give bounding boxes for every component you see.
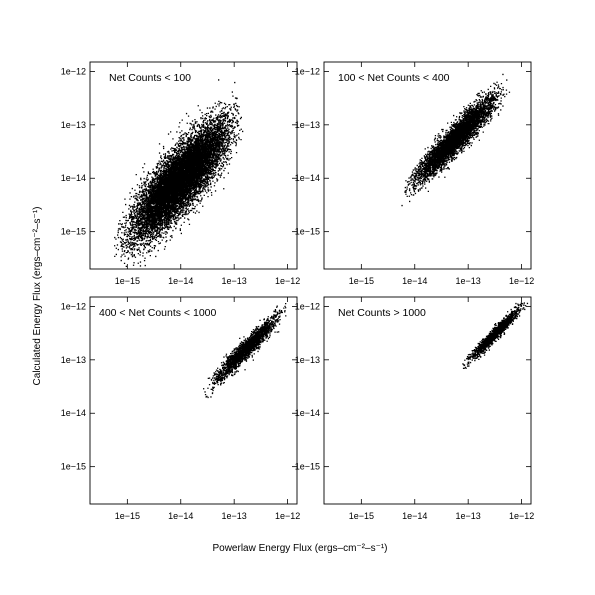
y-tick-label: 1e−15: [295, 462, 320, 472]
panel-frame: [89, 296, 298, 505]
y-tick-label: 1e−15: [61, 227, 86, 237]
y-axis-label: Calculated Energy Flux (ergs–cm⁻²–s⁻¹): [32, 207, 43, 386]
y-tick-label: 1e−13: [61, 355, 86, 365]
x-tick-label: 1e−14: [402, 276, 427, 286]
x-tick-label: 1e−14: [402, 511, 427, 521]
x-tick-label: 1e−15: [349, 276, 374, 286]
x-tick-label: 1e−15: [115, 276, 140, 286]
panel-title: 100 < Net Counts < 400: [338, 72, 450, 84]
scatter-panel-2: 1e−15 1e−15 1e−14 1e−14 1e−13 1e−13 1e−12 1e−12…: [295, 61, 534, 286]
data-points: [401, 73, 511, 207]
panel-title: Net Counts > 1000: [338, 307, 426, 319]
y-tick-label: 1e−15: [61, 462, 86, 472]
panel-frame: [89, 61, 298, 270]
y-tick-label: 1e−14: [61, 408, 86, 418]
panel-frame: [323, 61, 532, 270]
y-tick-label: 1e−12: [295, 301, 320, 311]
y-tick-label: 1e−14: [61, 173, 86, 183]
data-points: [114, 79, 244, 267]
x-tick-label: 1e−13: [222, 511, 247, 521]
x-tick-label: 1e−13: [456, 276, 481, 286]
y-tick-label: 1e−15: [295, 227, 320, 237]
x-tick-label: 1e−14: [168, 511, 193, 521]
y-tick-label: 1e−12: [295, 66, 320, 76]
scatter-panel-1: 1e−15 1e−15 1e−14 1e−14 1e−13 1e−13 1e−12 1e−12…: [61, 61, 300, 286]
x-tick-label: 1e−15: [349, 511, 374, 521]
x-tick-label: 1e−12: [275, 511, 300, 521]
y-tick-label: 1e−13: [61, 120, 86, 130]
y-tick-label: 1e−13: [295, 120, 320, 130]
y-tick-label: 1e−13: [295, 355, 320, 365]
scatter-panel-4: 1e−15 1e−15 1e−14 1e−14 1e−13 1e−13 1e−12 1e−12…: [295, 296, 534, 521]
x-tick-label: 1e−12: [275, 276, 300, 286]
panel-title: Net Counts < 100: [109, 72, 191, 84]
panel-title: 400 < Net Counts < 1000: [99, 307, 216, 319]
data-points: [462, 302, 529, 369]
y-tick-label: 1e−12: [61, 66, 86, 76]
panel-frame: [323, 296, 532, 505]
x-tick-label: 1e−15: [115, 511, 140, 521]
x-tick-label: 1e−13: [222, 276, 247, 286]
y-tick-label: 1e−12: [61, 301, 86, 311]
x-axis-label: Powerlaw Energy Flux (ergs–cm⁻²–s⁻¹): [212, 543, 387, 554]
scatter-panel-3: 1e−15 1e−15 1e−14 1e−14 1e−13 1e−13 1e−12 1e−12…: [61, 296, 300, 521]
x-tick-label: 1e−12: [509, 511, 534, 521]
x-tick-label: 1e−14: [168, 276, 193, 286]
x-tick-label: 1e−12: [509, 276, 534, 286]
y-tick-label: 1e−14: [295, 408, 320, 418]
x-tick-label: 1e−13: [456, 511, 481, 521]
y-tick-label: 1e−14: [295, 173, 320, 183]
data-points: [203, 303, 287, 399]
